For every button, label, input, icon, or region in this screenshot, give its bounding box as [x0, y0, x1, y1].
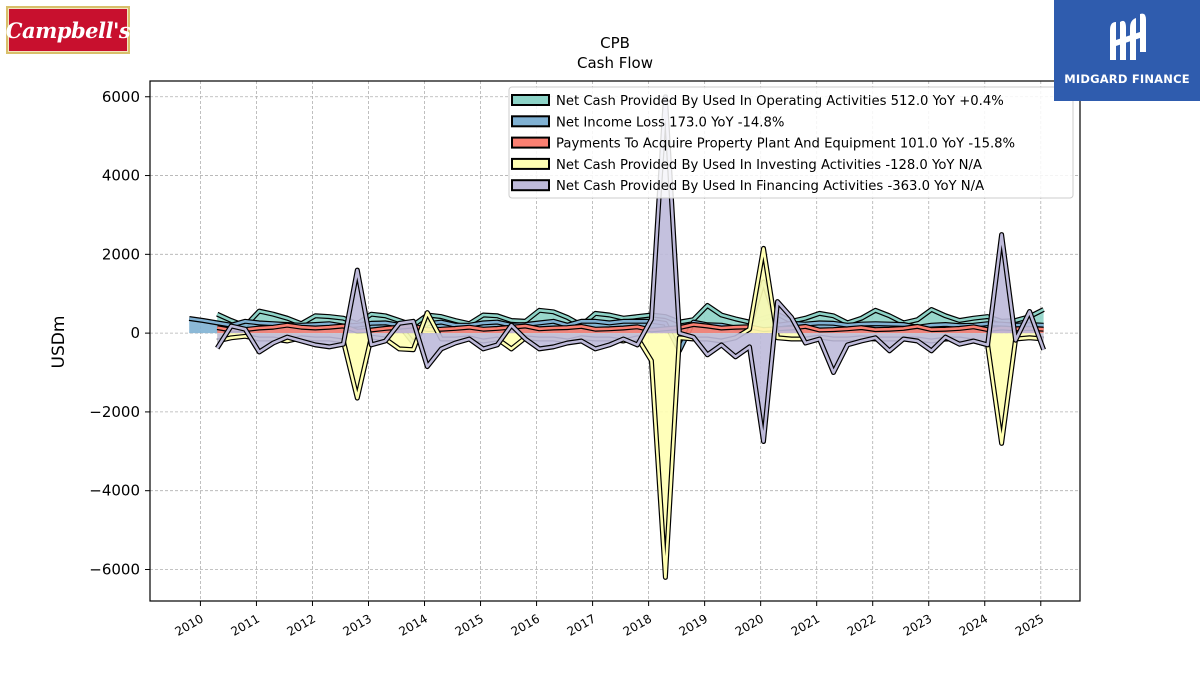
series-area-4: [217, 96, 1044, 442]
legend-swatch-2: [511, 136, 550, 149]
x-tick-label: 2019: [677, 611, 710, 638]
y-tick-label: −2000: [89, 403, 140, 421]
plot-frame: [149, 80, 1081, 602]
legend-box: [508, 86, 1074, 199]
x-tick-label: 2025: [1013, 611, 1046, 638]
y-tick-label: 6000: [102, 88, 140, 106]
series-line-3: [216, 247, 1044, 579]
legend-label-3: Net Cash Provided By Used In Investing A…: [556, 158, 982, 173]
series-line-4: [216, 95, 1045, 443]
x-tick-label: 2020: [733, 611, 766, 638]
legend-swatch-4: [511, 179, 550, 192]
x-tick-label: 2021: [789, 611, 822, 638]
midgard-finance-logo: MIDGARD FINANCE: [1054, 0, 1200, 101]
legend-label-0: Net Cash Provided By Used In Operating A…: [556, 94, 1004, 109]
midgard-logo-icon: [1110, 13, 1146, 60]
legend-label-2: Payments To Acquire Property Plant And E…: [556, 137, 1015, 152]
campbells-logo-text: Campbell's: [5, 17, 131, 43]
legend: Net Cash Provided By Used In Operating A…: [508, 86, 1074, 199]
x-tick-label: 2011: [228, 611, 261, 638]
y-tick-label: 4000: [102, 167, 140, 185]
y-tick-label: 0: [130, 324, 140, 342]
x-tick-label: 2017: [565, 611, 598, 638]
chart-subtitle: Cash Flow: [577, 54, 653, 72]
series-area-3: [217, 248, 1044, 578]
x-tick-label: 2018: [621, 611, 654, 638]
x-tick-label: 2016: [509, 611, 542, 638]
legend-swatch-3: [511, 157, 550, 170]
x-tick-label: 2022: [845, 611, 878, 638]
y-tick-label: −4000: [89, 482, 140, 500]
midgard-logo-text: MIDGARD FINANCE: [1064, 72, 1190, 86]
series-line-1: [189, 280, 1044, 353]
x-tick-label: 2010: [172, 611, 205, 638]
y-tick-label: 2000: [102, 245, 140, 263]
legend-swatch-1: [511, 115, 550, 128]
x-tick-label: 2023: [901, 611, 934, 638]
legend-label-4: Net Cash Provided By Used In Financing A…: [556, 179, 984, 194]
x-tick-label: 2015: [453, 611, 486, 638]
x-tick-label: 2013: [341, 611, 374, 638]
chart-title: CPB: [600, 34, 630, 52]
axes: −6000 −4000 −2000 0 2000 4000 6000 2010 2011 2012…: [89, 88, 1046, 639]
series-outline-3: [216, 245, 1044, 580]
y-tick-label: −6000: [89, 560, 140, 578]
y-axis-label: USDm: [49, 316, 69, 369]
series-areas: [188, 94, 1046, 580]
x-tick-label: 2014: [397, 611, 430, 638]
legend-swatch-0: [511, 94, 550, 106]
x-tick-label: 2012: [285, 611, 318, 638]
x-tick-label: 2024: [957, 611, 990, 638]
legend-label-1: Net Income Loss 173.0 YoY -14.8%: [556, 115, 784, 130]
campbells-logo: Campbell's: [5, 6, 131, 54]
